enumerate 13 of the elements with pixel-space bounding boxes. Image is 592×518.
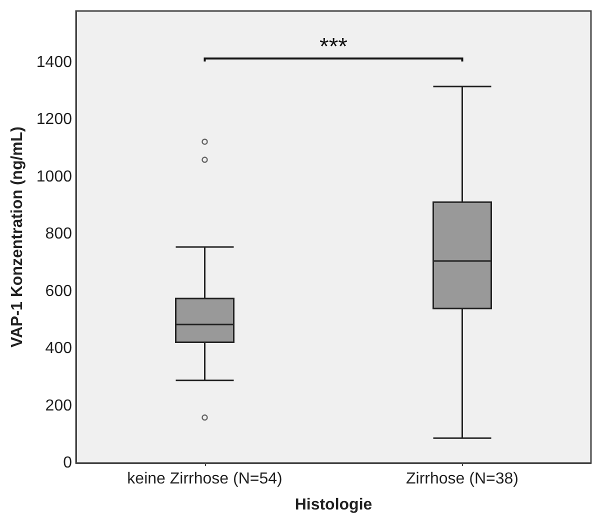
y-tick-label: 1000 bbox=[36, 168, 72, 186]
y-tick-label: 600 bbox=[45, 282, 72, 300]
x-axis-title: Histologie bbox=[294, 496, 372, 514]
y-tick-label: 400 bbox=[45, 340, 72, 358]
annotation: *** bbox=[319, 34, 348, 61]
x-tick-label: Zirrhose (N=38) bbox=[406, 470, 518, 488]
x-tick-label: keine Zirrhose (N=54) bbox=[127, 470, 282, 488]
y-axis-title: VAP-1 Konzentration (ng/mL) bbox=[9, 126, 26, 348]
y-tick-label: 0 bbox=[63, 454, 72, 472]
y-tick-label: 1200 bbox=[36, 111, 72, 128]
y-tick-label: 800 bbox=[45, 226, 72, 243]
y-tick-label: 1400 bbox=[36, 54, 72, 71]
y-tick-label: 200 bbox=[45, 397, 72, 414]
